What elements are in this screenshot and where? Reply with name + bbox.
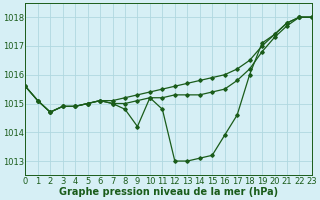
X-axis label: Graphe pression niveau de la mer (hPa): Graphe pression niveau de la mer (hPa)	[59, 187, 278, 197]
